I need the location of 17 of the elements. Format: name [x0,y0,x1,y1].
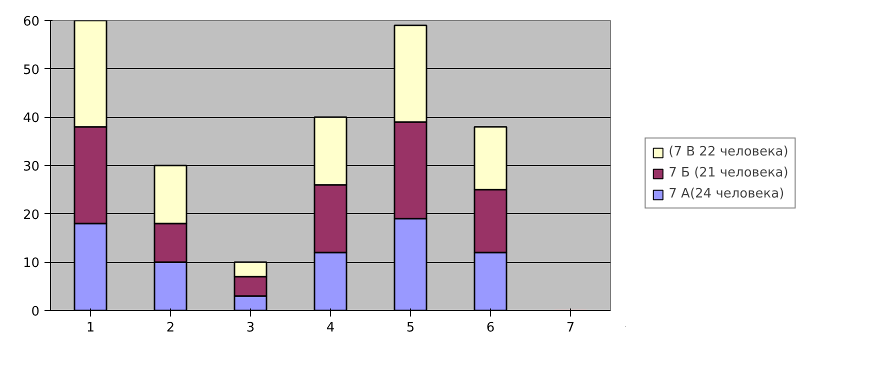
x-tick-label: 1 [86,320,95,336]
x-tick-label: 5 [406,320,415,336]
y-tick-label: 0 [31,304,40,320]
x-tick-label: 3 [246,320,255,336]
y-tick-label: 60 [22,14,40,30]
x-tick-label: 7 [566,320,575,336]
x-tick-label: 4 [326,320,335,336]
y-tick-label: 50 [22,62,40,78]
y-tick-label: 10 [22,256,40,272]
x-tick-label: 2 [166,320,175,336]
x-tick-label: 6 [486,320,495,336]
legend-label: 7 Б (21 человека) [668,166,788,180]
legend-label: 7 А(24 человека) [668,186,784,202]
y-tick-label: 40 [22,111,40,126]
y-tick-label: 30 [22,160,40,174]
legend-label: (7 В 22 человека) [668,144,788,160]
y-tick-label: 20 [22,208,40,223]
